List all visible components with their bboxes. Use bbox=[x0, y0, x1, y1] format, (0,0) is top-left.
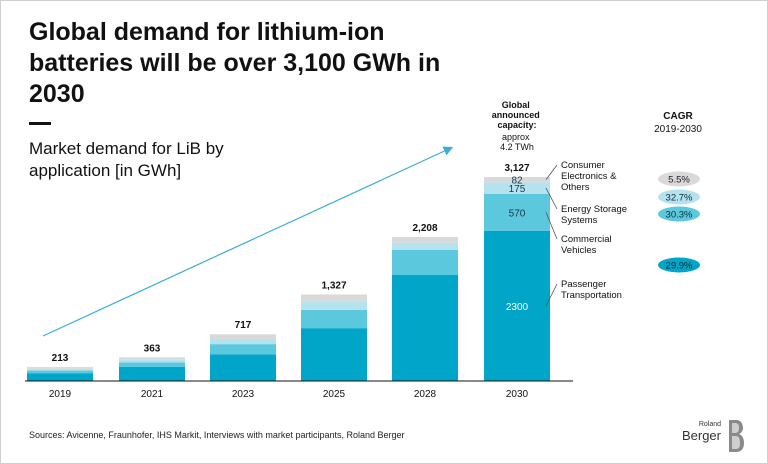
logo-big-text: Berger bbox=[681, 428, 721, 443]
bar-2025-series-0 bbox=[301, 328, 367, 381]
cagr-pill bbox=[658, 206, 700, 222]
cagr-pill bbox=[658, 189, 700, 205]
x-tick-label: 2021 bbox=[141, 389, 164, 400]
bar-2019-series-0 bbox=[27, 373, 93, 381]
cagr-value: 30.3% bbox=[666, 210, 693, 221]
capacity-annotation-value: approx 4.2 TWh bbox=[500, 132, 534, 152]
bar-segment-label: 570 bbox=[509, 208, 526, 219]
source-note: Sources: Avicenne, Fraunhofer, IHS Marki… bbox=[29, 430, 405, 440]
bar-total-label: 2,208 bbox=[412, 223, 437, 234]
bar-2023-series-1 bbox=[210, 344, 276, 355]
x-tick-label: 2025 bbox=[323, 389, 346, 400]
x-axis-ticks: 2019 2021 2023 2025 2028 2030 bbox=[49, 389, 529, 400]
bar-2030-series-1 bbox=[484, 193, 550, 231]
bar-2023-series-2 bbox=[210, 338, 276, 345]
bar-2021-series-3 bbox=[119, 357, 185, 360]
bar-segment-label: 175 bbox=[509, 184, 526, 195]
cagr-value: 29.9% bbox=[666, 261, 693, 272]
trend-arrow bbox=[42, 146, 454, 337]
cagr-title: CAGR bbox=[663, 111, 693, 122]
bar-2023-series-3 bbox=[210, 334, 276, 339]
bar-2030-series-2 bbox=[484, 182, 550, 194]
cagr-value: 32.7% bbox=[666, 193, 693, 204]
bar-total-label: 1,327 bbox=[321, 280, 346, 291]
bar-total-label: 717 bbox=[235, 320, 252, 331]
x-tick-label: 2030 bbox=[506, 389, 529, 400]
bar-2019-series-3 bbox=[27, 367, 93, 369]
bar-2030-series-3 bbox=[484, 177, 550, 183]
x-tick-label: 2023 bbox=[232, 389, 255, 400]
bar-total-label: 213 bbox=[52, 353, 69, 364]
legend-entry: Consumer Electronics & Others bbox=[561, 160, 617, 193]
bar-2021-series-0 bbox=[119, 366, 185, 381]
bar-2021-series-1 bbox=[119, 362, 185, 367]
bar-2028-series-1 bbox=[392, 249, 458, 275]
legend-connector bbox=[545, 187, 558, 210]
legend-entry: Commercial Vehicles bbox=[561, 234, 612, 256]
bar-2025-series-1 bbox=[301, 309, 367, 329]
bar-2030-series-0 bbox=[484, 230, 550, 381]
bar-2028-series-3 bbox=[392, 236, 458, 243]
legend-entry: Passenger Transportation bbox=[561, 279, 622, 301]
legend-connector bbox=[545, 212, 558, 240]
title-divider bbox=[29, 122, 51, 125]
cagr-pill bbox=[658, 257, 700, 273]
capacity-annotation-title: Global announced capacity: bbox=[492, 100, 543, 130]
bar-2028-series-0 bbox=[392, 274, 458, 381]
bar-2025-series-3 bbox=[301, 294, 367, 302]
legend-group: Consumer Electronics & Others Energy Storag… bbox=[545, 160, 627, 307]
legend-entry: Energy Storage Systems bbox=[561, 204, 627, 226]
bar-2021-series-2 bbox=[119, 359, 185, 363]
capacity-annotation: Global announced capacity: approx 4.2 TW… bbox=[492, 100, 543, 152]
legend-connector bbox=[545, 283, 558, 307]
logo-small-text: Roland bbox=[698, 421, 721, 428]
cagr-pill bbox=[658, 171, 700, 187]
bar-2025-series-2 bbox=[301, 301, 367, 310]
roland-berger-logo-icon bbox=[729, 420, 744, 452]
bar-segment-label: 2300 bbox=[506, 302, 529, 313]
bar-total-label: 3,127 bbox=[504, 163, 529, 174]
bar-segment-label: 82 bbox=[511, 176, 523, 187]
cagr-value: 5.5% bbox=[668, 175, 690, 186]
bar-2019-series-1 bbox=[27, 370, 93, 374]
x-tick-label: 2028 bbox=[414, 389, 437, 400]
roland-berger-logo-text: Roland Berger bbox=[682, 421, 721, 443]
bar-total-label: 363 bbox=[144, 343, 161, 354]
cagr-group: CAGR 2019-2030 5.5% 32.7% 30.3% 29.9% bbox=[654, 111, 702, 273]
legend-connector bbox=[545, 164, 558, 180]
bar-2019-series-2 bbox=[27, 368, 93, 371]
x-tick-label: 2019 bbox=[49, 389, 72, 400]
chart-subtitle: Market demand for LiB by application [in… bbox=[29, 139, 224, 180]
page-title: Global demand for lithium-ion batteries … bbox=[29, 18, 441, 108]
bar-2028-series-2 bbox=[392, 242, 458, 250]
bar-2023-series-0 bbox=[210, 354, 276, 381]
cagr-period: 2019-2030 bbox=[654, 124, 702, 135]
